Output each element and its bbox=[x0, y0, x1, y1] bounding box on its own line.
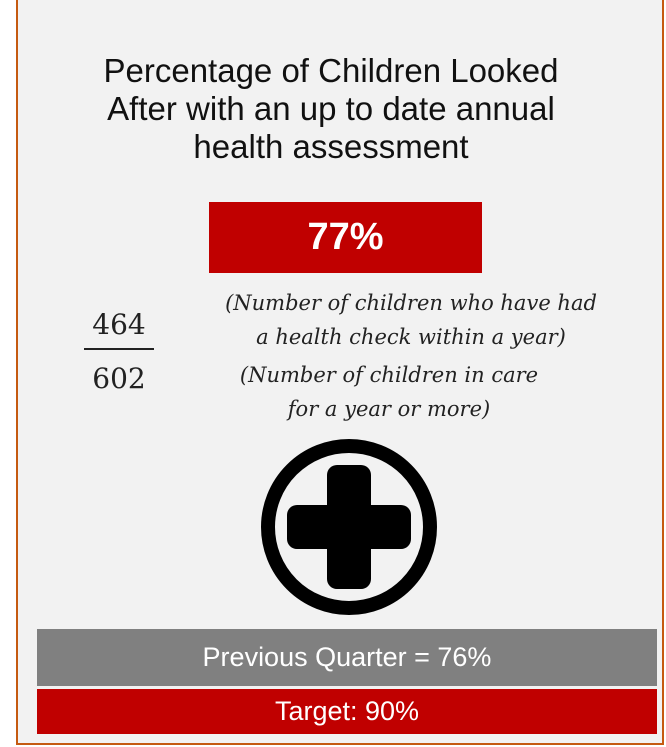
description-line: for a year or more) bbox=[287, 397, 491, 421]
fraction-denominator: 602 bbox=[92, 362, 146, 395]
denominator-description: (Number of children in care for a year o… bbox=[196, 358, 582, 426]
title-line: health assessment bbox=[193, 128, 469, 165]
medical-cross-icon bbox=[257, 435, 441, 619]
description-line: a health check within a year) bbox=[256, 325, 566, 349]
kpi-title: Percentage of Children Looked After with… bbox=[0, 52, 662, 166]
percentage-badge: 77% bbox=[209, 202, 482, 273]
target-banner: Target: 90% bbox=[37, 689, 657, 734]
numerator-description: (Number of children who have had a healt… bbox=[176, 286, 646, 354]
previous-quarter-banner: Previous Quarter = 76% bbox=[37, 629, 657, 686]
fraction-bar bbox=[84, 348, 154, 350]
title-line: After with an up to date annual bbox=[107, 90, 555, 127]
fraction-numerator: 464 bbox=[92, 308, 146, 341]
kpi-card bbox=[16, 0, 664, 745]
description-line: (Number of children in care bbox=[239, 363, 539, 387]
title-line: Percentage of Children Looked bbox=[103, 52, 559, 89]
description-line: (Number of children who have had bbox=[225, 291, 597, 315]
fraction: 464 602 bbox=[80, 306, 158, 398]
